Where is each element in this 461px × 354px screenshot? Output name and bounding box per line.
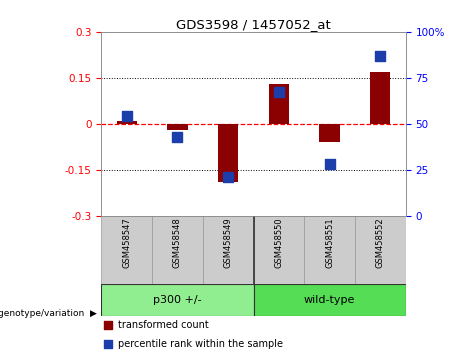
Bar <box>370 72 390 124</box>
Text: GSM458552: GSM458552 <box>376 218 385 268</box>
Text: wild-type: wild-type <box>304 295 355 305</box>
Point <box>326 161 333 167</box>
Point <box>377 53 384 58</box>
Text: GSM458548: GSM458548 <box>173 218 182 268</box>
Bar <box>218 124 238 182</box>
Text: genotype/variation  ▶: genotype/variation ▶ <box>0 309 97 318</box>
Point <box>305 268 313 273</box>
Text: transformed count: transformed count <box>118 320 209 330</box>
Text: p300 +/-: p300 +/- <box>153 295 202 305</box>
FancyBboxPatch shape <box>152 216 203 285</box>
Bar <box>269 84 289 124</box>
Text: GSM458547: GSM458547 <box>122 218 131 268</box>
FancyBboxPatch shape <box>101 216 152 285</box>
Point <box>225 174 232 180</box>
Point <box>174 134 181 139</box>
Point <box>123 114 130 119</box>
Bar <box>117 121 137 124</box>
Text: GSM458551: GSM458551 <box>325 218 334 268</box>
Bar <box>319 124 340 142</box>
FancyBboxPatch shape <box>101 285 254 316</box>
Point <box>275 90 283 95</box>
Bar <box>167 124 188 130</box>
FancyBboxPatch shape <box>254 285 406 316</box>
Point <box>305 96 313 101</box>
Text: GSM458550: GSM458550 <box>274 218 284 268</box>
Text: GSM458549: GSM458549 <box>224 218 233 268</box>
FancyBboxPatch shape <box>203 216 254 285</box>
FancyBboxPatch shape <box>254 216 304 285</box>
FancyBboxPatch shape <box>304 216 355 285</box>
Title: GDS3598 / 1457052_at: GDS3598 / 1457052_at <box>176 18 331 31</box>
Text: percentile rank within the sample: percentile rank within the sample <box>118 338 283 349</box>
FancyBboxPatch shape <box>355 216 406 285</box>
